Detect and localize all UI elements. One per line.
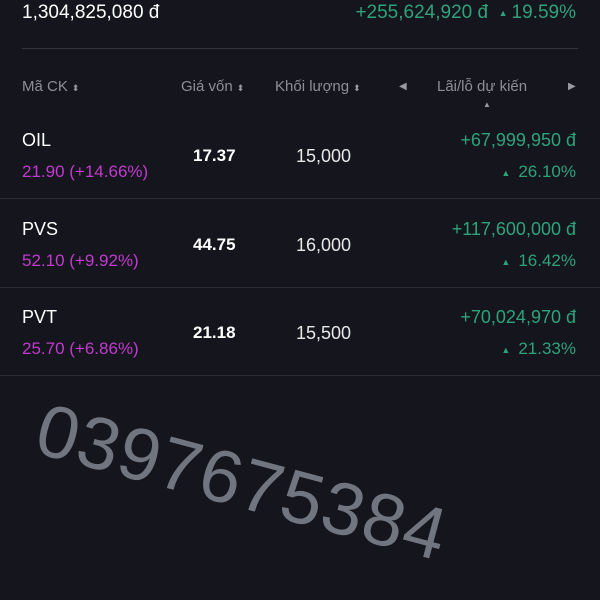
up-triangle-icon: ▲: [501, 167, 511, 178]
total-pl-percent: 19.59%: [511, 2, 576, 23]
divider: [22, 48, 578, 49]
up-triangle-icon: ▲: [501, 344, 511, 355]
symbol: OIL: [22, 130, 52, 150]
total-value: 1,304,825,080 đ: [22, 2, 160, 23]
up-triangle-icon: ▲: [498, 7, 508, 18]
symbol: PVT: [22, 307, 58, 327]
profit-loss-percent: ▲ 21.33%: [501, 339, 576, 359]
profit-loss: +67,999,950 đ: [460, 130, 576, 150]
column-label: Mã CK: [22, 78, 68, 95]
market-price: 52.10 (+9.92%): [22, 251, 139, 270]
scroll-right-icon[interactable]: ▶: [568, 81, 576, 92]
table-row[interactable]: PVT 25.70 (+6.86%) 21.18 15,500 +70,024,…: [0, 287, 600, 376]
profit-loss-percent: ▲ 26.10%: [501, 162, 576, 182]
sort-asc-icon: ▲: [483, 100, 491, 109]
column-label: Lãi/lỗ dự kiến: [437, 78, 528, 95]
market-price: 25.70 (+6.86%): [22, 339, 139, 358]
table-row[interactable]: PVS 52.10 (+9.92%) 44.75 16,000 +117,600…: [0, 199, 600, 288]
percent-value: 21.33%: [518, 339, 576, 358]
sort-icon: ⬍: [236, 83, 245, 93]
column-label: Khối lượng: [275, 78, 350, 95]
column-header-symbol[interactable]: Mã CK ⬍: [22, 78, 79, 95]
cost-price: 44.75: [193, 235, 236, 254]
column-label: Giá vốn: [181, 78, 233, 95]
profit-loss: +117,600,000 đ: [451, 219, 576, 239]
percent-value: 26.10%: [518, 162, 576, 181]
symbol: PVS: [22, 219, 59, 239]
profit-loss-percent: ▲ 16.42%: [501, 251, 576, 271]
cost-price: 21.18: [193, 323, 236, 342]
up-triangle-icon: ▲: [501, 256, 511, 267]
total-profit-loss: +255,624,920 đ ▲ 19.59%: [355, 2, 576, 24]
sort-icon: ⬍: [353, 83, 361, 93]
cost-price: 17.37: [193, 146, 236, 165]
table-row[interactable]: OIL 21.90 (+14.66%) 17.37 15,000 +67,999…: [0, 110, 600, 199]
watermark: 0397675384: [27, 387, 457, 577]
profit-loss: +70,024,970 đ: [460, 307, 576, 327]
scroll-left-icon[interactable]: ◀: [399, 81, 407, 92]
column-header-cost[interactable]: Giá vốn ⬍: [181, 78, 244, 95]
column-header-volume[interactable]: Khối lượng ⬍: [275, 78, 361, 95]
percent-value: 16.42%: [518, 251, 576, 270]
column-header-pl[interactable]: Lãi/lỗ dự kiến: [437, 78, 527, 95]
volume: 15,500: [296, 323, 352, 343]
sort-icon: ⬍: [71, 83, 80, 93]
market-price: 21.90 (+14.66%): [22, 162, 149, 181]
volume: 15,000: [296, 146, 352, 166]
volume: 16,000: [296, 235, 352, 255]
total-pl-amount: +255,624,920 đ: [355, 2, 489, 23]
